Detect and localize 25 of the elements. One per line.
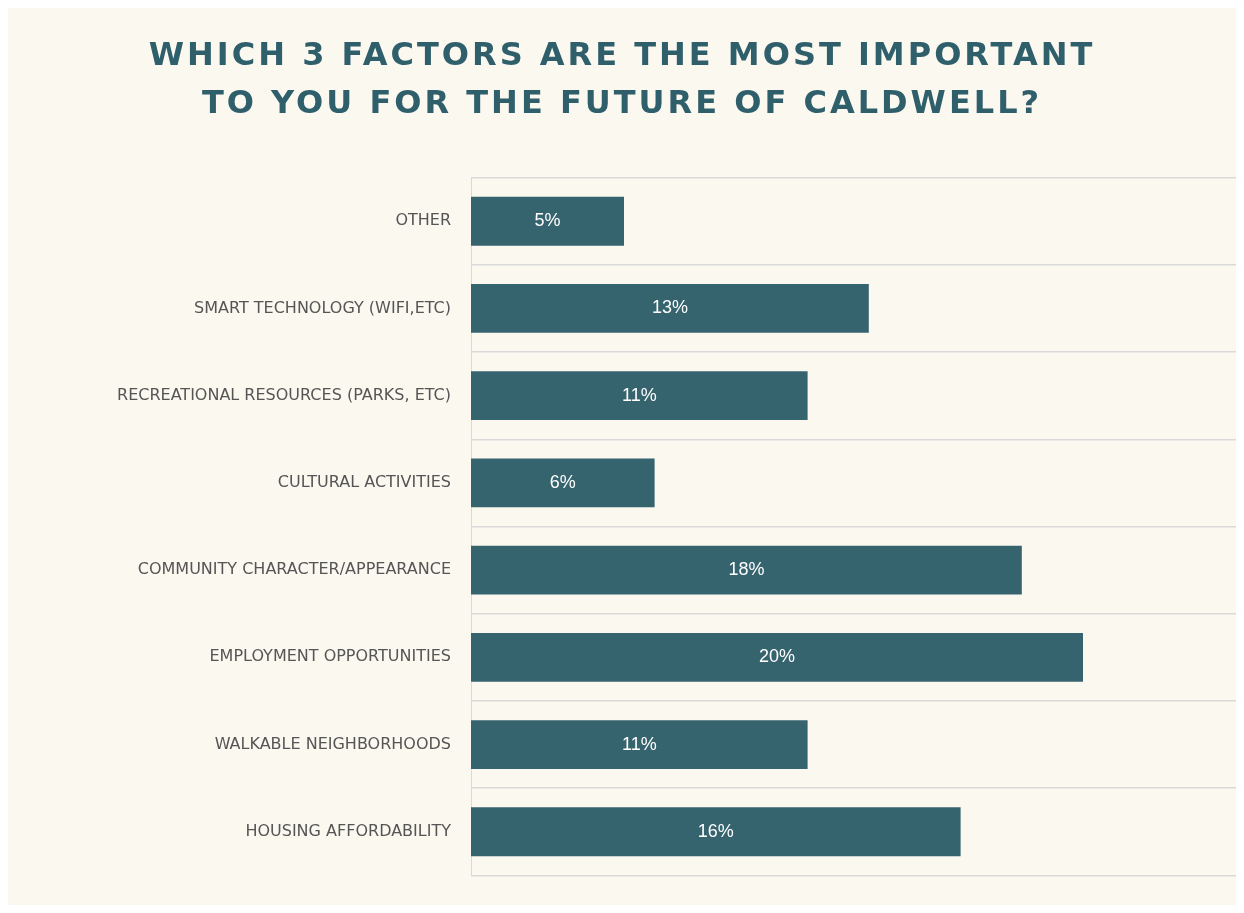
y-tick-label: COMMUNITY CHARACTER/APPEARANCE [137, 559, 451, 579]
bar [471, 284, 869, 333]
bar [471, 720, 808, 769]
data-label: 5% [534, 210, 561, 231]
data-label: 6% [549, 471, 576, 492]
y-tick-label: HOUSING AFFORDABILITY [245, 820, 452, 840]
chart-title: WHICH 3 FACTORS ARE THE MOST IMPORTANT TO YOU FOR THE FUTURE OF CALDWELL? [147, 34, 1097, 123]
y-tick-label: OTHER [395, 210, 451, 230]
bar [471, 807, 961, 857]
data-label: 13% [651, 297, 688, 318]
data-label: 18% [728, 559, 765, 580]
data-label: 11% [621, 733, 657, 754]
data-label: 20% [758, 646, 796, 667]
data-label: 11% [621, 384, 657, 405]
y-tick-label: RECREATIONAL RESOURCES (PARKS, ETC) [117, 384, 451, 404]
y-tick-label: CULTURAL ACTIVITIES [277, 472, 451, 492]
y-tick-label: EMPLOYMENT OPPORTUNITIES [209, 646, 451, 666]
data-label: 16% [697, 820, 734, 841]
bar [471, 196, 624, 246]
bar [471, 371, 808, 421]
y-tick-label: SMART TECHNOLOGY (WIFI,ETC) [194, 297, 451, 317]
bar [471, 458, 655, 508]
bar [471, 632, 1083, 682]
bar [471, 545, 1022, 595]
y-tick-label: WALKABLE NEIGHBORHOODS [214, 733, 451, 753]
